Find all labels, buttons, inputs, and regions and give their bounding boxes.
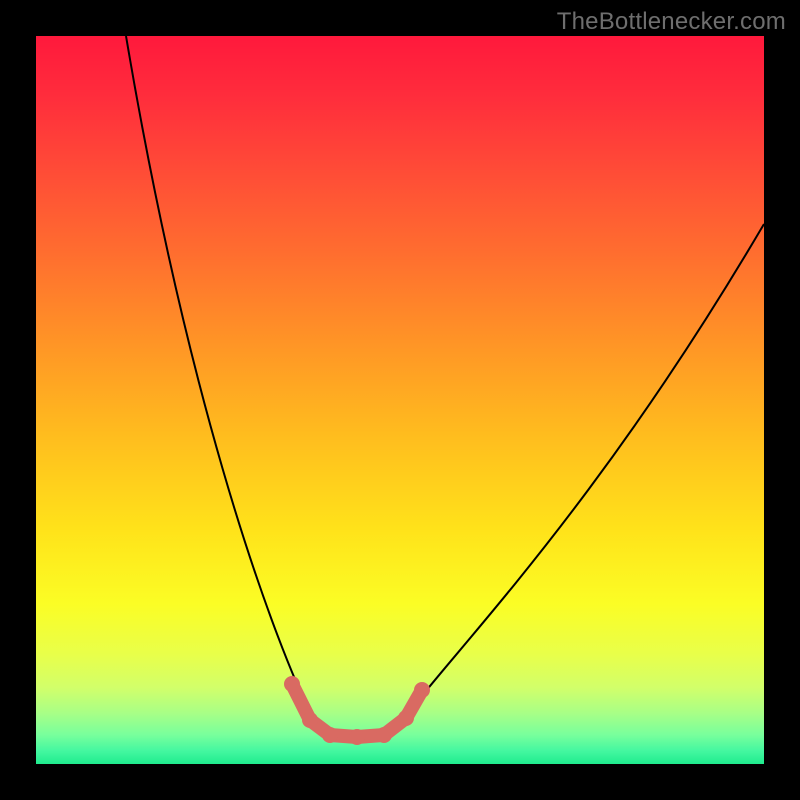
marker-dot (302, 712, 318, 728)
marker-dot (284, 676, 300, 692)
marker-dot (398, 710, 414, 726)
watermark-text: TheBottlenecker.com (557, 8, 786, 36)
chart-frame: TheBottlenecker.com (0, 0, 800, 800)
marker-dot (376, 727, 392, 743)
bottleneck-chart (0, 0, 800, 800)
marker-dot (414, 682, 430, 698)
marker-dot (322, 727, 338, 743)
marker-dot (349, 729, 365, 745)
